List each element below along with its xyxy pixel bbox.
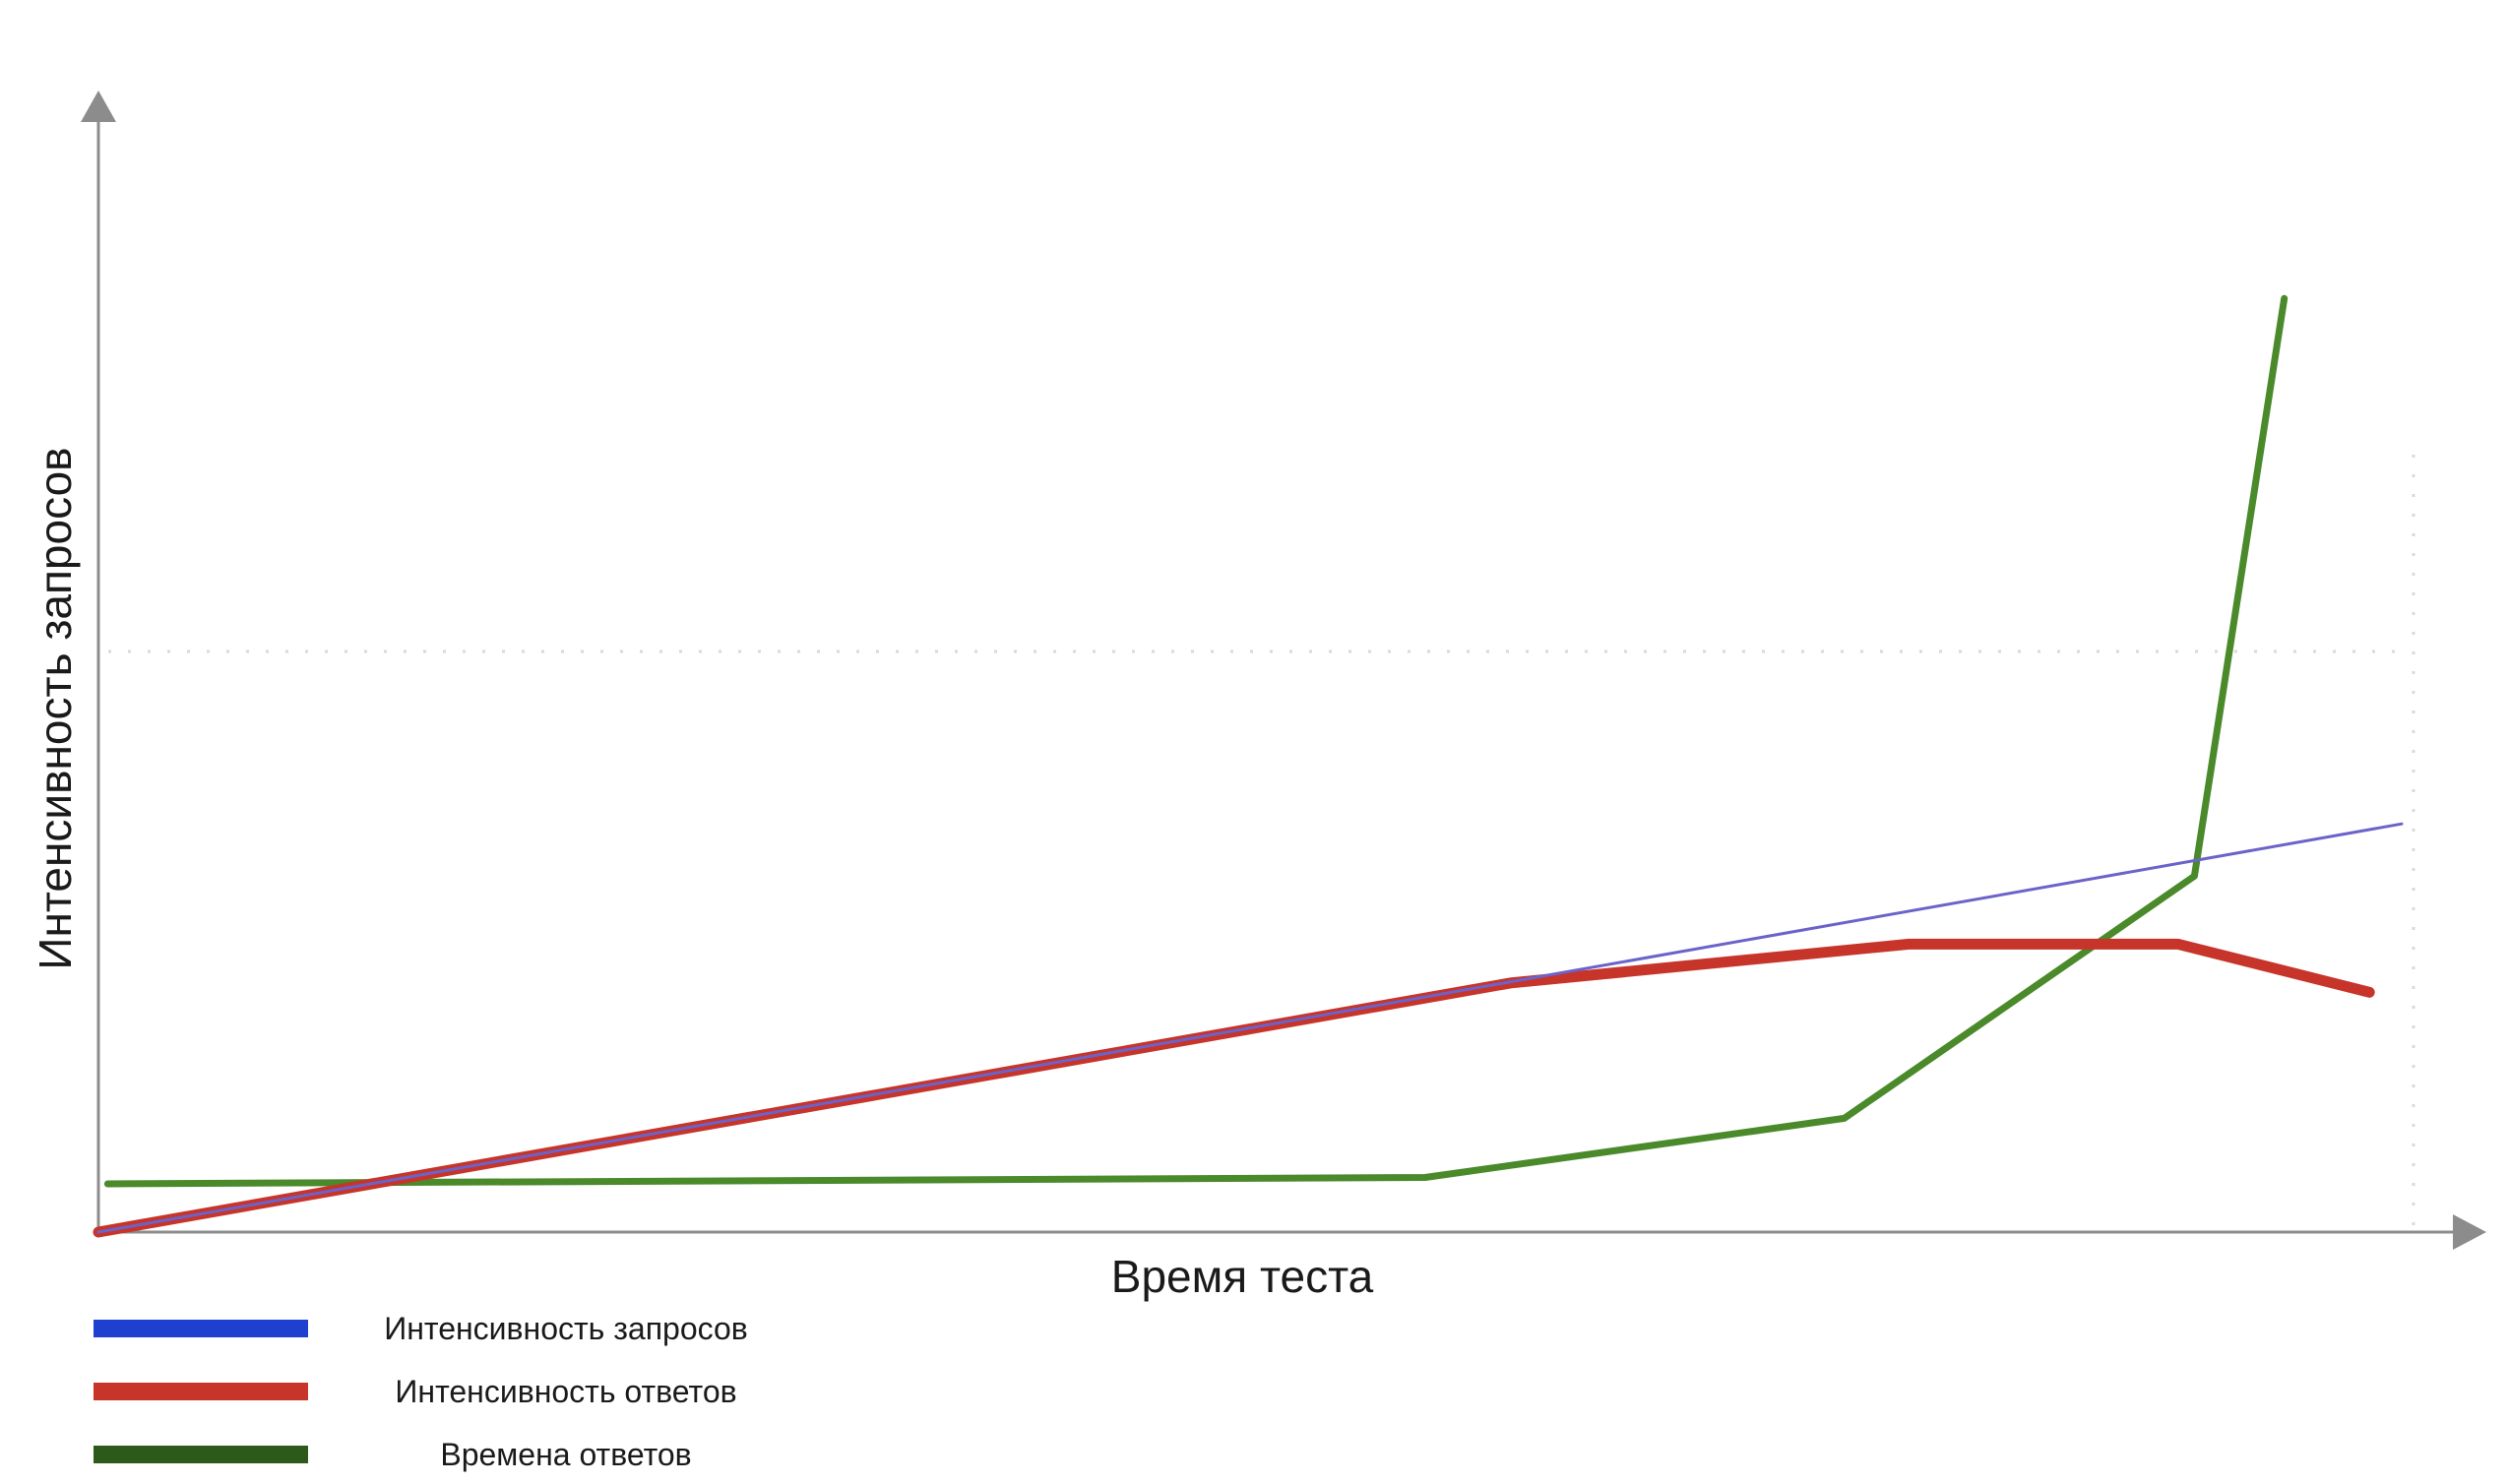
x-axis-label: Время теста [1111, 1251, 1374, 1302]
series-lines [93, 294, 2404, 1238]
y-axis-label: Интенсивность запросов [30, 447, 81, 969]
legend-label-3: Времена ответов [440, 1437, 691, 1472]
legend-label-2: Интенсивность ответов [395, 1374, 736, 1409]
x-axis-arrow [2453, 1214, 2486, 1250]
axes [81, 91, 2486, 1250]
legend-swatch-1 [94, 1320, 308, 1337]
y-axis-arrow [81, 91, 116, 122]
legend-swatch-2 [94, 1383, 308, 1400]
legend: Интенсивность запросов Интенсивность отве… [94, 1311, 748, 1472]
legend-swatch-3 [94, 1446, 308, 1463]
legend-label-1: Интенсивность запросов [384, 1311, 748, 1346]
grid-lines [108, 455, 2415, 1232]
series-line-3 [103, 294, 2289, 1188]
series-line-1 [96, 822, 2404, 1234]
